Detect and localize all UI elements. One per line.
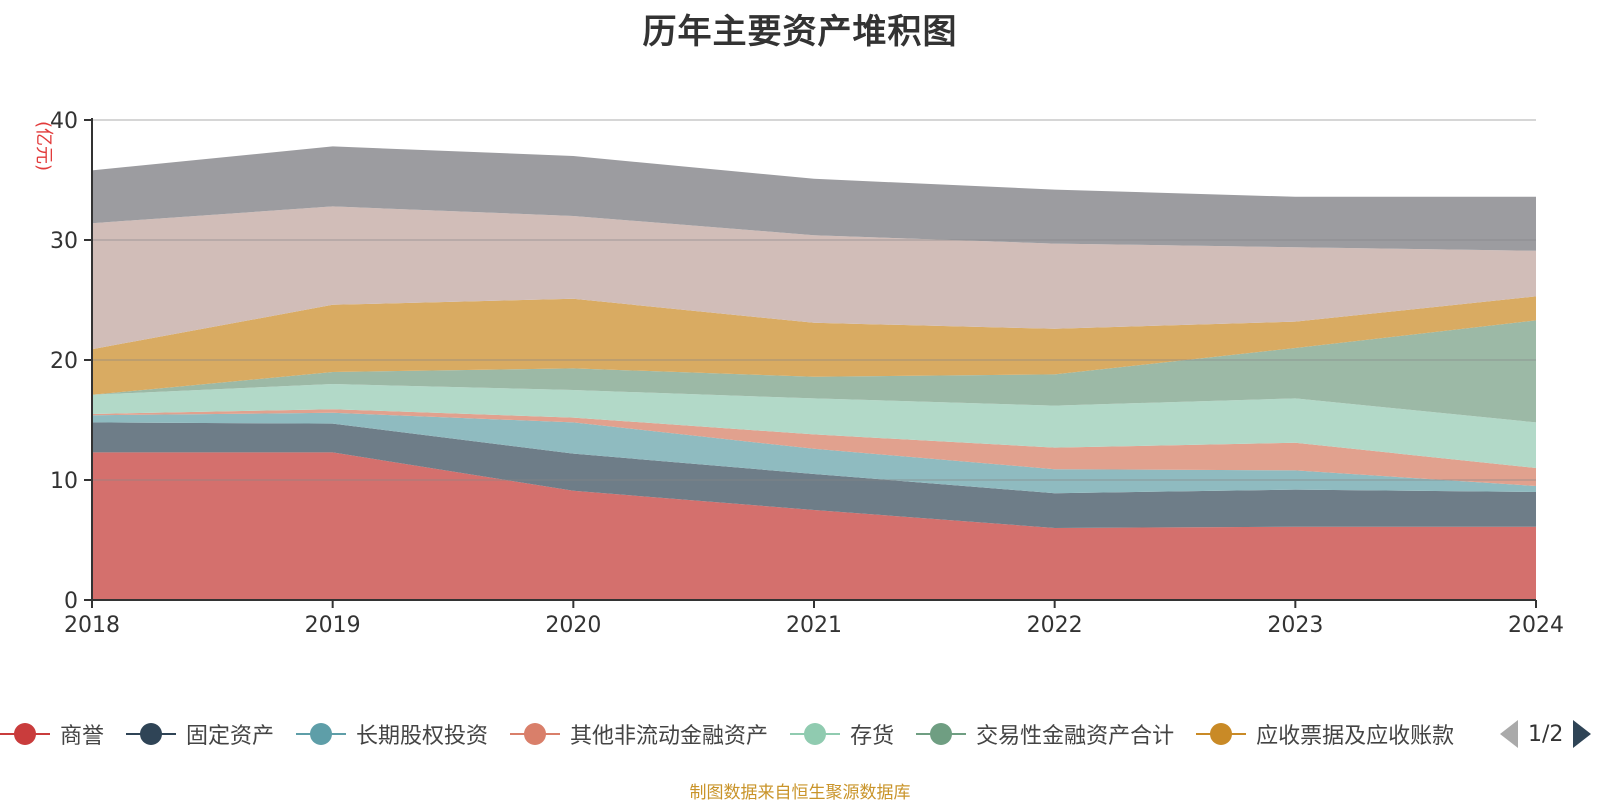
legend-label: 其他非流动金融资产: [570, 724, 769, 749]
legend-item[interactable]: 长期股权投资: [296, 718, 488, 750]
legend-marker-dot: [14, 723, 36, 745]
legend-marker-icon: [0, 723, 50, 745]
legend-label: 商誉: [60, 724, 105, 749]
area-series-0: [92, 452, 1536, 600]
x-tick-label: 2018: [64, 613, 120, 638]
y-tick-label: 20: [50, 349, 78, 374]
legend-item[interactable]: 应收票据及应收账款: [1196, 718, 1454, 750]
legend-item[interactable]: 交易性金融资产合计: [916, 718, 1174, 750]
legend-marker-dot: [930, 723, 953, 745]
legend-marker-dot: [524, 723, 547, 745]
area-series-7: [92, 206, 1536, 350]
next-page-icon[interactable]: [1573, 720, 1592, 748]
area-series-1: [92, 422, 1536, 528]
prev-page-icon[interactable]: [1500, 720, 1518, 748]
legend-marker-icon: [510, 723, 561, 745]
x-tick-label: 2019: [305, 613, 361, 638]
area-series-3: [92, 409, 1536, 486]
legend-marker-dot: [1210, 723, 1233, 745]
legend-label: 应收票据及应收账款: [1256, 724, 1455, 749]
legend-marker-dot: [310, 723, 333, 745]
area-series-5: [92, 320, 1536, 423]
legend-label: 存货: [850, 724, 895, 749]
area-series-8: [92, 146, 1536, 251]
legend-item[interactable]: 存货: [790, 718, 894, 750]
legend-item[interactable]: 固定资产: [126, 718, 274, 750]
x-tick-label: 2020: [545, 613, 601, 638]
data-source-note: 制图数据来自恒生聚源数据库: [689, 783, 911, 803]
legend-marker-dot: [804, 723, 827, 745]
legend-page-indicator: 1/2: [1528, 721, 1564, 747]
legend-marker-icon: [790, 723, 841, 745]
x-tick-label: 2021: [786, 613, 842, 638]
legend-item[interactable]: 其他非流动金融资产: [510, 718, 768, 750]
legend-marker-dot: [140, 723, 163, 745]
legend-marker-icon: [126, 723, 177, 745]
x-tick-label: 2022: [1027, 613, 1083, 638]
legend-label: 固定资产: [186, 724, 275, 749]
legend-marker-icon: [916, 723, 967, 745]
chart-title: 历年主要资产堆积图: [642, 12, 958, 52]
area-series-4: [92, 384, 1536, 468]
x-tick-label: 2024: [1508, 613, 1564, 638]
area-series-2: [92, 412, 1536, 494]
legend-marker-icon: [296, 723, 347, 745]
legend-label: 长期股权投资: [356, 724, 489, 749]
x-tick-label: 2023: [1267, 613, 1323, 638]
legend-marker-icon: [1196, 723, 1247, 745]
area-series-6: [92, 296, 1536, 395]
legend-label: 交易性金融资产合计: [976, 724, 1175, 749]
legend-item[interactable]: 商誉: [0, 718, 104, 750]
y-axis-unit-label: (亿元): [33, 121, 54, 171]
y-tick-label: 30: [50, 229, 78, 254]
y-tick-label: 10: [50, 469, 78, 494]
legend-pager: 1/2: [1500, 714, 1592, 754]
y-tick-label: 40: [50, 109, 78, 134]
y-tick-label: 0: [64, 589, 78, 614]
legend: 商誉 固定资产 长期股权投资 其他非流动金融资产 存货 交易性金融资产合计 应收…: [0, 714, 1600, 754]
